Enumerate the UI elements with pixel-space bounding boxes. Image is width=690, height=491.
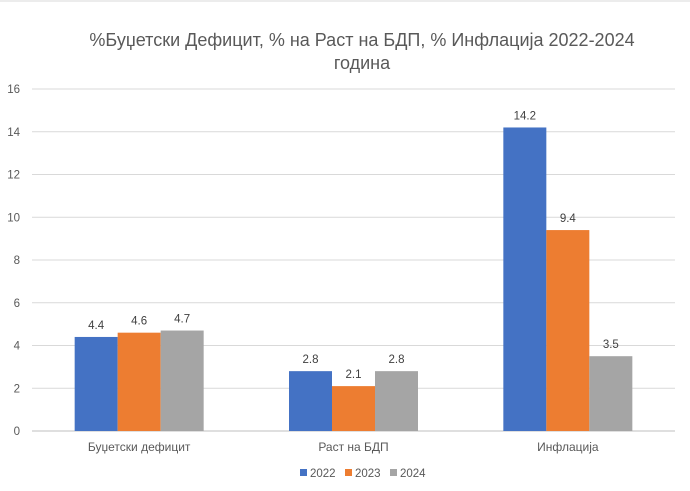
y-tick-label: 4: [14, 341, 21, 353]
data-label: 9.4: [560, 213, 577, 225]
bar-2022: [74, 336, 118, 431]
x-category-label: Буџетски дефицит: [88, 440, 191, 454]
data-label: 4.4: [88, 320, 105, 332]
data-label: 4.7: [174, 314, 190, 326]
data-label: 14.2: [514, 110, 536, 122]
x-category-label: Инфлација: [537, 440, 599, 454]
y-tick-label: 8: [14, 255, 20, 267]
data-label: 2.1: [346, 369, 362, 381]
x-axis-categories: Буџетски дефицит Раст на БДП Инфлација: [88, 440, 599, 454]
chart-title-line-2: година: [334, 53, 391, 73]
data-label: 4.6: [131, 316, 147, 328]
legend-swatch-2023: [345, 469, 352, 476]
bar-2023: [546, 230, 590, 431]
legend-swatch-2024: [390, 469, 397, 476]
y-tick-label: 16: [7, 84, 20, 96]
bars: [74, 127, 633, 431]
bar-2024: [589, 356, 633, 431]
legend-swatch-2022: [300, 469, 307, 476]
y-tick-label: 10: [7, 212, 20, 224]
bar-2022: [503, 127, 547, 431]
bar-2022: [289, 371, 332, 431]
data-label: 2.8: [303, 354, 319, 366]
legend-label-2022: 2022: [310, 468, 336, 480]
data-label: 2.8: [389, 354, 405, 366]
data-label: 3.5: [603, 339, 619, 351]
x-category-label: Раст на БДП: [318, 440, 388, 454]
bar-2024: [160, 330, 204, 431]
bar-2024: [375, 371, 418, 431]
bar-2023: [117, 332, 161, 431]
y-tick-label: 14: [7, 127, 20, 139]
legend-label-2023: 2023: [355, 468, 381, 480]
y-axis-ticks: 0 2 4 6 8 10 12 14 16: [7, 84, 20, 438]
y-tick-label: 12: [7, 170, 20, 182]
y-tick-label: 2: [14, 383, 20, 395]
y-tick-label: 6: [14, 298, 20, 310]
data-labels: 4.4 4.6 4.7 2.8 2.1 2.8 14.2 9.4 3.5: [88, 110, 619, 381]
chart-title-line-1: %Буџетски Дефицит, % на Раст на БДП, % И…: [89, 30, 634, 50]
bar-2023: [332, 386, 375, 431]
legend-label-2024: 2024: [400, 468, 426, 480]
legend: 2022 2023 2024: [300, 468, 426, 480]
y-tick-label: 0: [14, 426, 20, 438]
